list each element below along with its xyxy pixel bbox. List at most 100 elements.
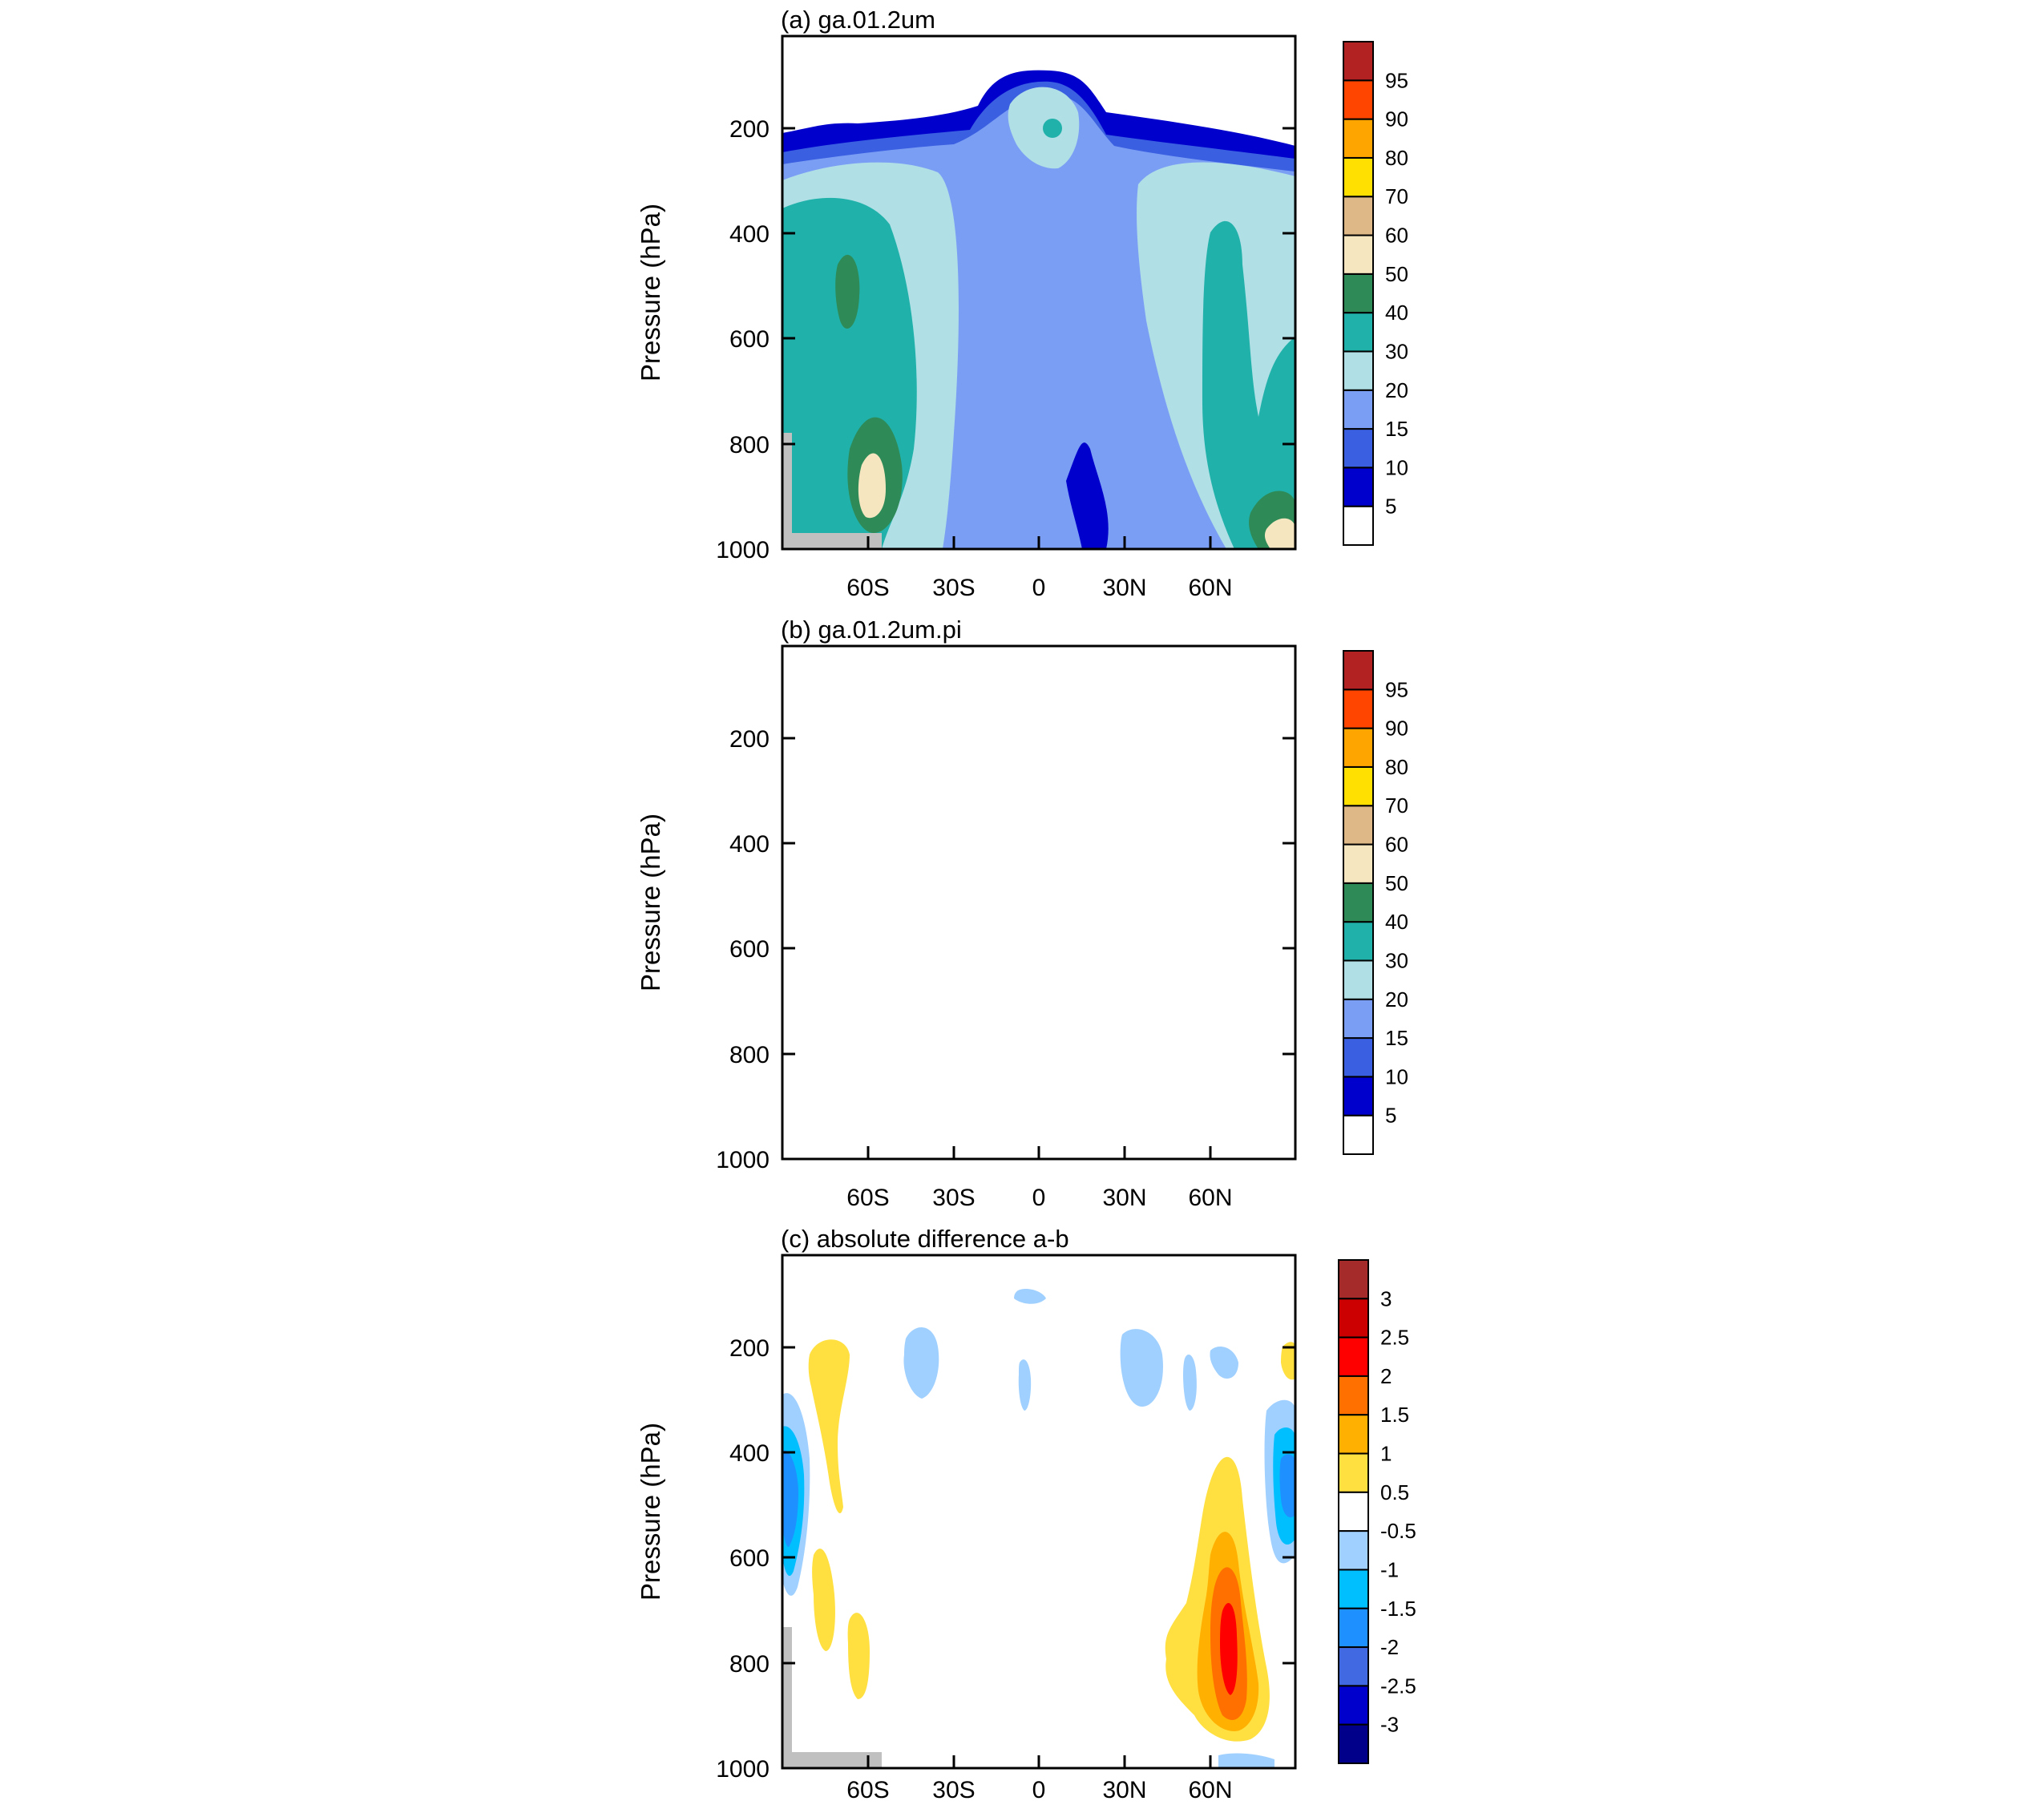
missing-data-region-floor: [782, 1752, 882, 1768]
panel-a-xticks: [866, 536, 1212, 549]
panel-c-ytick-label: 400: [729, 1440, 770, 1467]
colorbar-box: [1343, 389, 1374, 430]
colorbar-box: [1343, 805, 1374, 846]
missing-data-region-floor: [782, 533, 882, 549]
contour-fill-lvl5b: [1202, 831, 1295, 1159]
colorbar-box: [1343, 1076, 1374, 1117]
contour-fill-pos05e: [1281, 1342, 1295, 1380]
contour-fill-lvl6b: [835, 254, 860, 329]
contour-fill-lvl7b: [1265, 1129, 1295, 1159]
contour-fill-pos05c: [847, 1613, 870, 1699]
colorbar-box: [1338, 1375, 1369, 1416]
panel-b-ytick-label: 600: [729, 936, 770, 963]
contour-fill-lvl4c: [1008, 697, 1080, 779]
panel-b-xticks: [866, 1146, 1212, 1159]
colorbar-box: [1343, 1114, 1374, 1155]
colorbar-label: 30: [1385, 948, 1408, 972]
contour-fill-lvl1: [782, 680, 1295, 1159]
colorbar-label: 0.5: [1380, 1480, 1409, 1504]
colorbar-label: 15: [1385, 417, 1408, 441]
colorbar-box: [1343, 998, 1374, 1040]
colorbar-label: -1.5: [1380, 1597, 1416, 1621]
contour-fill-pos2: [1220, 1603, 1238, 1695]
panel-b-colorbar: 5 10 15 20 30 40 50 60 70 80 90 95: [1343, 650, 1408, 1155]
contour-fill-pos05b: [812, 1549, 835, 1651]
contour-fill-pos05: [808, 1339, 850, 1514]
panel-b-xtick-label: 0: [1032, 1185, 1046, 1211]
colorbar-box: [1338, 1491, 1369, 1532]
contour-fill-lvl4b: [1137, 773, 1295, 1160]
colorbar-label: 20: [1385, 987, 1408, 1012]
missing-data-region: [782, 433, 792, 549]
panel-c-colorbar: 3 2.5 2 1.5 1 0.5 -0.5 -1 -1.5 -2 -2.5 -3: [1338, 1259, 1416, 1765]
panel-b-frame: [781, 644, 1297, 1161]
panel-a-ytick-label: 400: [729, 221, 770, 248]
colorbar-label: -1: [1380, 1557, 1399, 1581]
panel-b: (b) ga.01.2um.pi: [636, 616, 1408, 1211]
colorbar-label: 40: [1385, 301, 1408, 325]
contour-fill-neg15: [782, 1450, 798, 1547]
panel-b-title: (b) ga.01.2um.pi: [781, 616, 962, 644]
colorbar-box: [1343, 688, 1374, 729]
missing-data-region-floor: [782, 1143, 882, 1159]
contour-fill-lvl6b: [835, 865, 859, 939]
panel-b-xtick-label: 60N: [1188, 1185, 1232, 1211]
panel-b-xtick-label: 30N: [1102, 1185, 1146, 1211]
missing-data-region: [782, 1627, 792, 1768]
panel-c-ytick-label: 200: [729, 1335, 770, 1362]
colorbar-box: [1338, 1298, 1369, 1339]
contour-fill-lvl1b: [1066, 442, 1109, 549]
colorbar-label: 2.5: [1380, 1326, 1409, 1350]
colorbar-box: [1343, 41, 1374, 82]
colorbar-box: [1343, 312, 1374, 353]
colorbar-label: -2: [1380, 1635, 1399, 1659]
contour-fill-neg05f: [1210, 1347, 1238, 1379]
colorbar-label: -2.5: [1380, 1674, 1416, 1698]
colorbar-box: [1343, 921, 1374, 962]
colorbar-label: 20: [1385, 378, 1408, 402]
colorbar-box: [1343, 466, 1374, 507]
panel-b-ytick-label: 1000: [716, 1147, 770, 1173]
panel-c-xtick-label: 0: [1032, 1777, 1046, 1803]
colorbar-label: 15: [1385, 1026, 1408, 1050]
contour-fill-lvl5c: [1043, 729, 1062, 748]
colorbar-box: [1343, 505, 1374, 547]
contour-fill-neg05e: [1183, 1355, 1197, 1411]
panel-a-ylabel: Pressure (hPa): [636, 204, 665, 382]
colorbar-label: 90: [1385, 107, 1408, 131]
panel-a-xtick-label: 0: [1032, 575, 1046, 601]
colorbar-box: [1338, 1685, 1369, 1726]
panel-a-ytick-label: 800: [729, 432, 770, 458]
panel-b-ylabel: Pressure (hPa): [636, 814, 665, 991]
colorbar-label: 30: [1385, 339, 1408, 363]
panel-c-contours: [782, 1255, 1295, 1768]
colorbar-label: -0.5: [1380, 1519, 1416, 1543]
panel-c-ytick-label: 800: [729, 1651, 770, 1678]
colorbar-label: 10: [1385, 455, 1408, 479]
colorbar-box: [1338, 1336, 1369, 1377]
panel-a-colorbar: 5 10 15 20 30 40 50 60 70 80 90 95: [1343, 41, 1408, 547]
colorbar-box: [1343, 79, 1374, 120]
panel-c-xtick-label: 30N: [1102, 1777, 1146, 1803]
colorbar-label: 1: [1380, 1442, 1392, 1466]
colorbar-box: [1338, 1414, 1369, 1455]
contour-fill-lvl4: [782, 773, 959, 1159]
contour-fill-neg05b: [1014, 1289, 1046, 1304]
panel-a: (a) ga.01.2um: [636, 6, 1408, 601]
colorbar-label: 50: [1385, 262, 1408, 286]
contour-fill-lvl2: [782, 692, 1295, 1159]
contour-fill-neg05d: [1120, 1329, 1163, 1407]
panel-c-ytick-label: 600: [729, 1545, 770, 1572]
colorbar-box: [1343, 350, 1374, 391]
panel-a-xtick-label: 30S: [932, 575, 975, 601]
colorbar-label: -3: [1380, 1713, 1399, 1737]
colorbar-box: [1343, 273, 1374, 314]
colorbar-box: [1343, 727, 1374, 768]
contour-fill-lvl7: [858, 453, 886, 519]
panel-a-ytick-label: 1000: [716, 537, 770, 563]
panel-c-ytick-label: 1000: [716, 1756, 770, 1783]
colorbar-box: [1338, 1569, 1369, 1609]
contour-fill-lvl7: [858, 1064, 886, 1129]
colorbar-label: 3: [1380, 1286, 1392, 1310]
colorbar-label: 95: [1385, 68, 1408, 92]
